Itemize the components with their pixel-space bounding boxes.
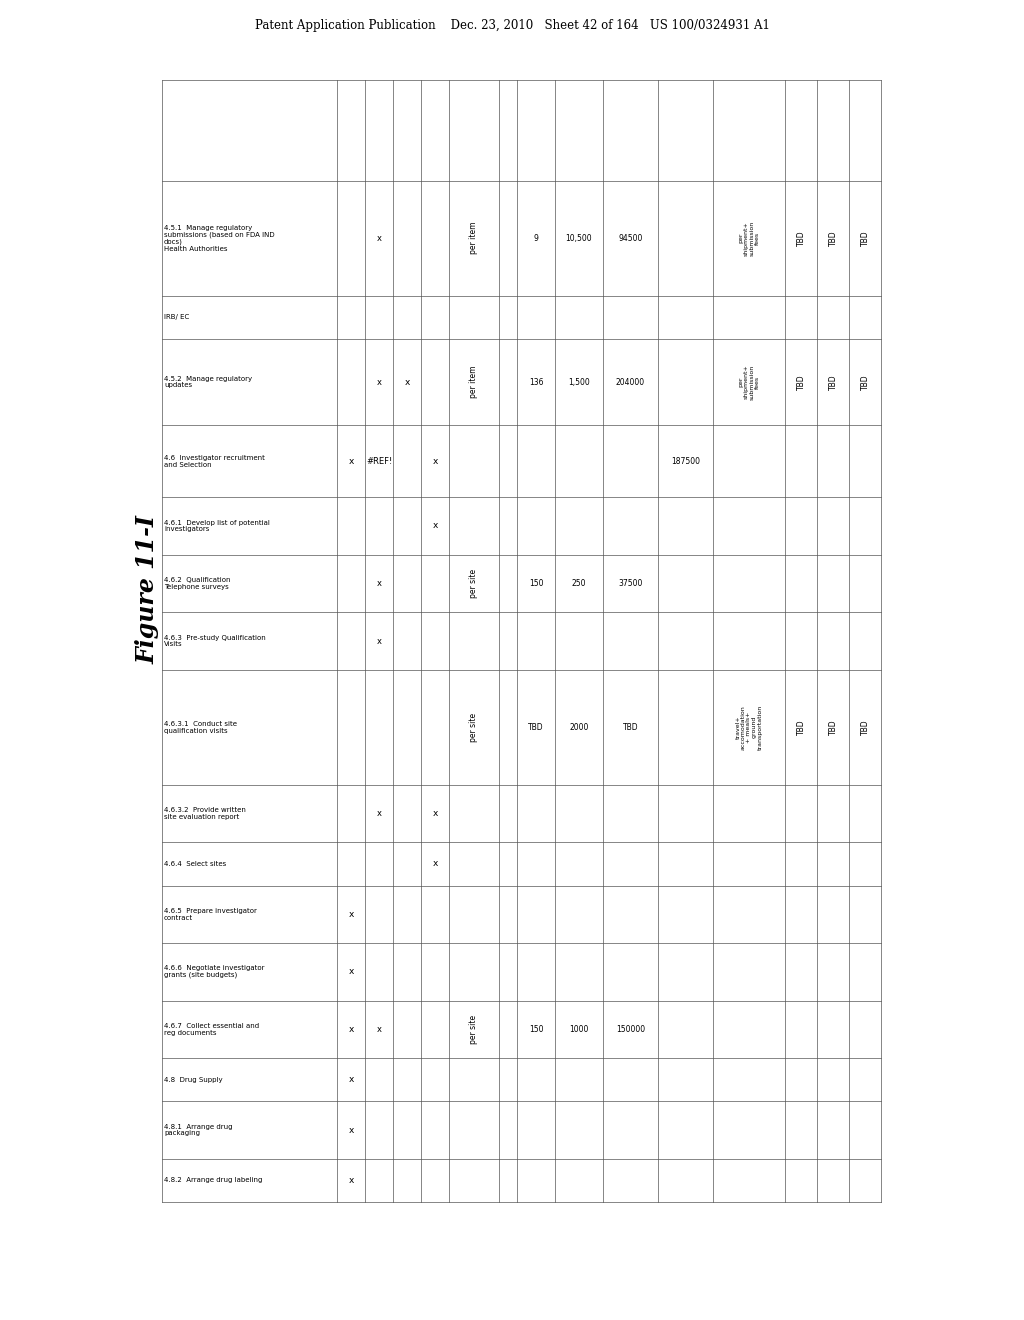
Text: per item: per item	[469, 366, 478, 399]
Text: 4.6  Investigator recruitment
and Selection: 4.6 Investigator recruitment and Selecti…	[164, 455, 265, 467]
Text: 4.6.3  Pre-study Qualification
Visits: 4.6.3 Pre-study Qualification Visits	[164, 635, 266, 647]
Text: 4.6.7  Collect essential and
reg documents: 4.6.7 Collect essential and reg document…	[164, 1023, 259, 1036]
Text: TBD: TBD	[797, 231, 806, 246]
Text: x: x	[348, 1176, 353, 1185]
Text: 4.6.2  Qualification
Telephone surveys: 4.6.2 Qualification Telephone surveys	[164, 577, 230, 590]
Text: x: x	[377, 579, 382, 587]
Text: 4.6.6  Negotiate investigator
grants (site budgets): 4.6.6 Negotiate investigator grants (sit…	[164, 965, 264, 978]
Text: x: x	[348, 968, 353, 977]
Text: per
shipment+
submission
fees: per shipment+ submission fees	[738, 220, 760, 256]
Text: TBD: TBD	[797, 375, 806, 389]
Text: 4.5.1  Manage regulatory
submissions (based on FDA IND
docs)
Health Authorities: 4.5.1 Manage regulatory submissions (bas…	[164, 224, 274, 252]
Text: 150000: 150000	[616, 1024, 645, 1034]
Text: TBD: TBD	[860, 231, 869, 246]
Text: 1000: 1000	[569, 1024, 589, 1034]
Text: 250: 250	[571, 579, 587, 587]
Text: per
shipment+
submission
fees: per shipment+ submission fees	[738, 364, 760, 400]
Text: 4.8.2  Arrange drug labeling: 4.8.2 Arrange drug labeling	[164, 1177, 262, 1184]
Text: x: x	[377, 234, 382, 243]
Text: x: x	[404, 378, 410, 387]
Text: travel+
accomodation
+ meals+
ground
transportation: travel+ accomodation + meals+ ground tra…	[735, 705, 763, 750]
Text: TBD: TBD	[860, 375, 869, 389]
Text: 4.8.1  Arrange drug
packaging: 4.8.1 Arrange drug packaging	[164, 1123, 232, 1137]
Text: 2000: 2000	[569, 723, 589, 731]
Text: x: x	[348, 1126, 353, 1135]
Text: TBD: TBD	[623, 723, 638, 731]
Text: 94500: 94500	[618, 234, 643, 243]
Text: 187500: 187500	[671, 457, 700, 466]
Text: per site: per site	[469, 1015, 478, 1044]
Text: per item: per item	[469, 222, 478, 255]
Text: 204000: 204000	[616, 378, 645, 387]
Text: 4.6.4  Select sites: 4.6.4 Select sites	[164, 861, 226, 867]
Text: x: x	[432, 521, 437, 531]
Text: x: x	[348, 457, 353, 466]
Text: per site: per site	[469, 713, 478, 742]
Text: TBD: TBD	[828, 375, 838, 389]
Text: 10,500: 10,500	[565, 234, 592, 243]
Text: x: x	[348, 1024, 353, 1034]
Text: 150: 150	[528, 579, 544, 587]
Text: 4.5.2  Manage regulatory
updates: 4.5.2 Manage regulatory updates	[164, 376, 252, 388]
Text: 4.6.3.1  Conduct site
qualification visits: 4.6.3.1 Conduct site qualification visit…	[164, 721, 237, 734]
Text: TBD: TBD	[828, 231, 838, 246]
Text: Patent Application Publication    Dec. 23, 2010   Sheet 42 of 164   US 100/03249: Patent Application Publication Dec. 23, …	[255, 18, 769, 32]
Text: 4.6.5  Prepare investigator
contract: 4.6.5 Prepare investigator contract	[164, 908, 257, 920]
Text: TBD: TBD	[860, 719, 869, 735]
Text: x: x	[348, 1076, 353, 1084]
Text: x: x	[377, 378, 382, 387]
Text: 9: 9	[534, 234, 539, 243]
Text: IRB/ EC: IRB/ EC	[164, 314, 189, 321]
Text: x: x	[432, 457, 437, 466]
Text: 4.8  Drug Supply: 4.8 Drug Supply	[164, 1077, 222, 1082]
Text: 37500: 37500	[618, 579, 643, 587]
Text: x: x	[377, 809, 382, 818]
Text: 4.6.1  Develop list of potential
investigators: 4.6.1 Develop list of potential investig…	[164, 520, 270, 532]
Text: TBD: TBD	[797, 719, 806, 735]
Text: 4.6.3.2  Provide written
site evaluation report: 4.6.3.2 Provide written site evaluation …	[164, 808, 246, 820]
Text: x: x	[348, 909, 353, 919]
Text: TBD: TBD	[528, 723, 544, 731]
Text: TBD: TBD	[828, 719, 838, 735]
Text: x: x	[377, 636, 382, 645]
Text: x: x	[377, 1024, 382, 1034]
Text: 136: 136	[528, 378, 544, 387]
Text: 150: 150	[528, 1024, 544, 1034]
Text: #REF!: #REF!	[366, 457, 392, 466]
Text: Figure 11-I: Figure 11-I	[136, 516, 160, 664]
Text: x: x	[432, 809, 437, 818]
Text: 1,500: 1,500	[568, 378, 590, 387]
Text: per site: per site	[469, 569, 478, 598]
Text: x: x	[432, 859, 437, 869]
